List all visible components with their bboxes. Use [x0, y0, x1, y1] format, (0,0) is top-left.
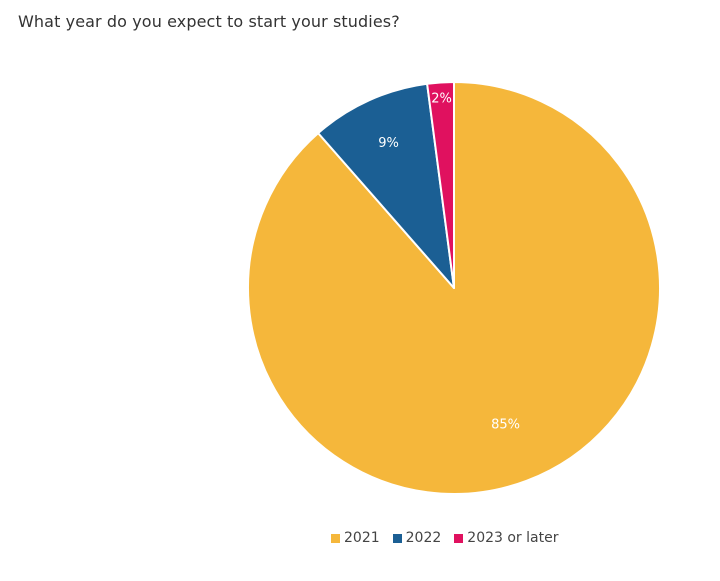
chart-title: What year do you expect to start your st…	[18, 12, 400, 31]
pie-label-2021: 85%	[491, 417, 520, 432]
legend: 2021 2022 2023 or later	[331, 530, 571, 546]
pie-label-2022: 9%	[378, 136, 399, 151]
legend-label-2023-or-later: 2023 or later	[467, 530, 559, 546]
legend-item-2021[interactable]: 2021	[331, 530, 380, 546]
pie-slices	[247, 80, 661, 495]
legend-label-2022: 2022	[405, 530, 442, 546]
legend-swatch-2021	[331, 533, 340, 543]
pie-labels: 85% 9% 2%	[378, 91, 520, 432]
legend-item-2022[interactable]: 2022	[392, 530, 442, 546]
pie-slice-2023-or-later[interactable]	[426, 80, 455, 289]
pie-slice-2022[interactable]	[317, 82, 455, 289]
legend-item-2023-or-later[interactable]: 2023 or later	[454, 530, 558, 546]
legend-swatch-2022	[392, 533, 402, 543]
pie-label-2023-or-later: 2%	[431, 91, 452, 106]
legend-swatch-2023-or-later	[454, 533, 464, 543]
legend-label-2021: 2021	[344, 530, 380, 546]
